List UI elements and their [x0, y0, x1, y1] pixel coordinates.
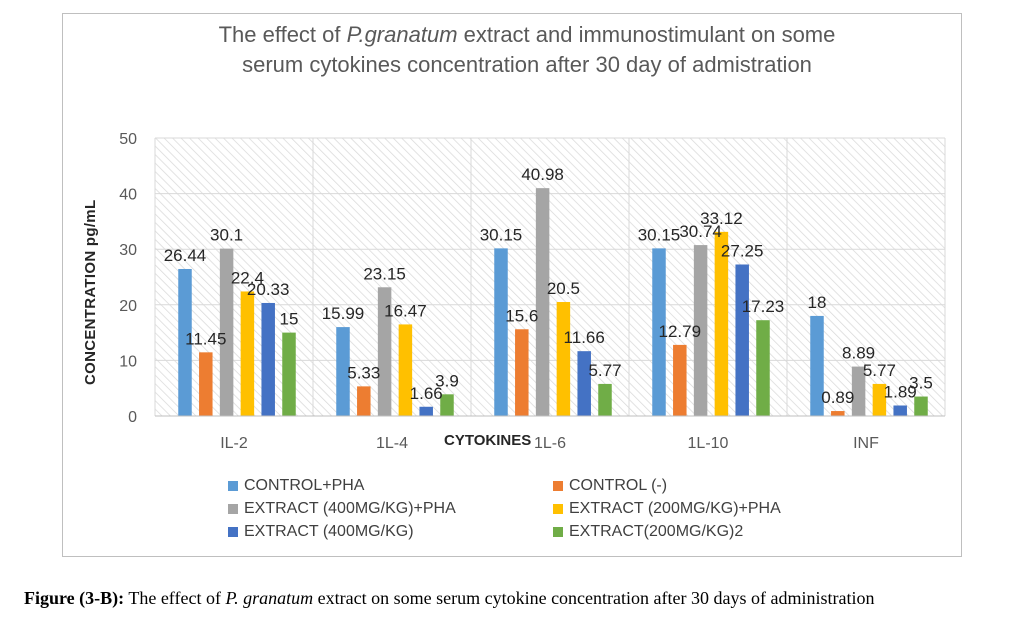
data-label: 5.77 [588, 361, 621, 380]
data-label: 33.12 [700, 209, 743, 228]
legend-swatch [553, 481, 563, 491]
bar [419, 406, 433, 416]
bar [673, 344, 687, 416]
bar [693, 245, 708, 416]
data-label: 8.89 [842, 344, 875, 363]
data-label: 30.74 [679, 222, 722, 241]
data-label: 3.9 [435, 371, 459, 390]
bar [440, 394, 454, 416]
x-axis-label: CYTOKINES [444, 432, 532, 449]
legend-label: EXTRACT (400MG/KG) [244, 523, 414, 540]
bar [714, 231, 729, 416]
data-label: 22.4 [231, 268, 264, 287]
x-tick-label: 1L-10 [688, 435, 729, 452]
data-label: 15.6 [505, 306, 538, 325]
figure-caption: Figure (3-B): The effect of P. granatum … [24, 588, 875, 608]
data-label: 15.99 [322, 304, 365, 323]
x-tick-label: 1L-4 [376, 435, 408, 452]
data-label: 30.15 [638, 225, 681, 244]
data-label: 15 [280, 310, 299, 329]
bar [336, 327, 350, 416]
bar [199, 352, 213, 416]
bar [810, 315, 824, 416]
legend-item: EXTRACT (400MG/KG)+PHA [228, 500, 456, 518]
bar [515, 329, 529, 416]
bar [178, 268, 192, 416]
bar [357, 386, 371, 416]
y-tick-label: 30 [119, 242, 137, 259]
data-label: 3.5 [909, 374, 933, 393]
bar [494, 248, 508, 416]
legend-item: EXTRACT(200MG/KG)2 [553, 523, 743, 541]
y-tick-label: 50 [119, 131, 137, 148]
y-tick-label: 20 [119, 298, 137, 315]
legend-label: EXTRACT (400MG/KG)+PHA [244, 500, 456, 517]
bar [377, 287, 392, 416]
legend-label: CONTROL+PHA [244, 477, 365, 494]
chart-title-line1: The effect of P.granatum extract and imm… [218, 22, 836, 47]
legend-swatch [228, 504, 238, 514]
legend-swatch [228, 527, 238, 537]
bar [282, 332, 296, 416]
bar [872, 383, 887, 416]
bar [240, 291, 255, 416]
data-label: 20.5 [547, 279, 580, 298]
bar [219, 248, 234, 416]
legend-label: CONTROL (-) [569, 477, 668, 494]
data-label: 17.23 [742, 297, 785, 316]
data-label: 5.77 [863, 361, 896, 380]
bar [652, 248, 666, 416]
bar [831, 411, 845, 416]
x-tick-label: IL-2 [220, 435, 248, 452]
y-tick-label: 40 [119, 187, 137, 204]
data-label: 12.79 [659, 322, 702, 341]
bar [893, 405, 907, 416]
data-label: 27.25 [721, 241, 764, 260]
data-label: 5.33 [347, 363, 380, 382]
data-label: 26.44 [164, 246, 207, 265]
bar [598, 383, 612, 416]
x-tick-label: INF [853, 435, 879, 452]
bar [756, 320, 770, 416]
legend-item: EXTRACT (400MG/KG) [228, 523, 414, 541]
data-label: 1.66 [410, 384, 443, 403]
legend-swatch [228, 481, 238, 491]
data-label: 23.15 [363, 264, 406, 283]
legend-item: CONTROL (-) [553, 477, 667, 495]
data-label: 11.66 [564, 328, 605, 347]
bar [577, 351, 591, 416]
chart-frame [62, 13, 962, 557]
bar [914, 396, 928, 416]
bar [261, 302, 275, 416]
data-label: 11.45 [185, 329, 226, 348]
data-label: 0.89 [821, 388, 854, 407]
chart-title-line2: serum cytokines concentration after 30 d… [242, 52, 812, 77]
legend-label: EXTRACT(200MG/KG)2 [569, 523, 744, 540]
bar [735, 264, 749, 416]
bar [535, 188, 550, 416]
legend-label: EXTRACT (200MG/KG)+PHA [569, 500, 781, 517]
y-tick-label: 0 [128, 409, 137, 426]
bar [398, 324, 413, 416]
data-label: 30.1 [210, 226, 243, 245]
x-tick-label: 1L-6 [534, 435, 566, 452]
legend-item: CONTROL+PHA [228, 477, 364, 495]
chart-title: The effect of P.granatum extract and imm… [62, 20, 992, 80]
data-label: 16.47 [384, 301, 427, 320]
data-label: 30.15 [480, 225, 523, 244]
data-label: 40.98 [521, 165, 564, 184]
legend-swatch [553, 504, 563, 514]
y-tick-label: 10 [119, 353, 137, 370]
bar [556, 302, 571, 416]
legend-swatch [553, 527, 563, 537]
legend-item: EXTRACT (200MG/KG)+PHA [553, 500, 781, 518]
data-label: 18 [808, 293, 827, 312]
data-label: 20.33 [247, 280, 290, 299]
data-label: 1.89 [884, 382, 917, 401]
bar [851, 366, 866, 416]
